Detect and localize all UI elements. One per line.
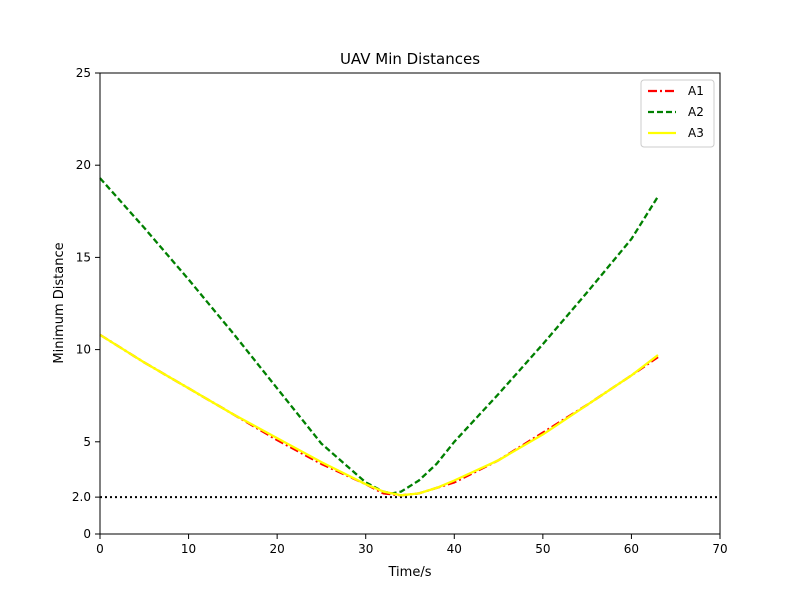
legend: A1 A2 A3 — [640, 79, 715, 148]
y-tick-label: 2.0 — [72, 490, 91, 504]
x-axis-label: Time/s — [388, 565, 432, 580]
series-line-a2 — [99, 177, 659, 495]
y-tick-label: 25 — [76, 66, 91, 80]
y-tick-label: 5 — [83, 435, 91, 449]
x-tick-label: 0 — [96, 542, 104, 556]
x-tick-label: 30 — [358, 542, 373, 556]
y-axis-ticks: 0 2.0 5 10 15 20 25 — [72, 66, 100, 541]
y-tick-label: 20 — [76, 158, 91, 172]
series-line-a3 — [99, 333, 659, 497]
x-tick-label: 10 — [181, 542, 196, 556]
plot-area — [99, 72, 721, 535]
legend-label-a2: A2 — [688, 105, 704, 119]
x-tick-label: 40 — [447, 542, 462, 556]
x-axis-ticks: 0 10 20 30 40 50 60 70 — [96, 534, 728, 556]
legend-label-a1: A1 — [688, 84, 704, 98]
y-tick-label: 0 — [83, 527, 91, 541]
legend-label-a3: A3 — [688, 126, 704, 140]
y-tick-label: 10 — [76, 343, 91, 357]
legend-entries: A1 A2 A3 — [648, 84, 704, 140]
legend-frame — [640, 79, 715, 148]
chart-title: UAV Min Distances — [340, 50, 480, 68]
y-axis-label: Minimum Distance — [52, 242, 67, 363]
x-tick-label: 50 — [535, 542, 550, 556]
series-layer — [99, 177, 659, 497]
x-tick-label: 70 — [712, 542, 727, 556]
x-tick-label: 20 — [270, 542, 285, 556]
y-tick-label: 15 — [76, 250, 91, 264]
x-tick-label: 60 — [624, 542, 639, 556]
